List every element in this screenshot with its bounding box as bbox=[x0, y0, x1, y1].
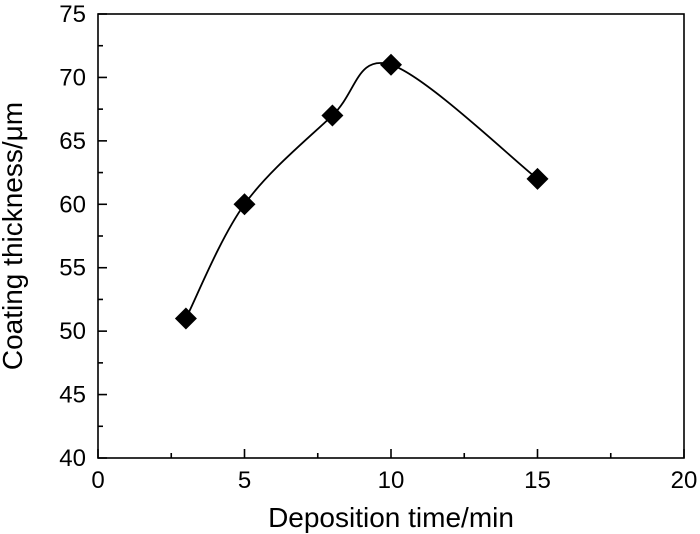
data-point-marker bbox=[174, 307, 197, 330]
x-tick-label: 20 bbox=[671, 467, 698, 494]
data-point-marker bbox=[526, 167, 549, 190]
x-tick-label: 0 bbox=[91, 467, 104, 494]
y-tick-label: 60 bbox=[59, 191, 86, 218]
y-tick-label: 75 bbox=[59, 1, 86, 28]
x-tick-label: 10 bbox=[378, 467, 405, 494]
data-point-marker bbox=[380, 53, 402, 76]
plot-area: 0 5 10 15 20 40 45 50 55 60 65 70 75 bbox=[59, 1, 697, 494]
series-line bbox=[185, 62, 539, 319]
y-axis-title: Coating thickness/μm bbox=[0, 102, 28, 370]
x-tick-label: 5 bbox=[238, 467, 251, 494]
y-tick-label: 70 bbox=[59, 64, 86, 91]
y-tick-label: 55 bbox=[59, 255, 86, 282]
data-point-marker bbox=[321, 104, 344, 127]
y-tick-label: 65 bbox=[59, 128, 86, 155]
data-point-marker bbox=[233, 193, 256, 216]
y-tick-label: 40 bbox=[59, 445, 86, 472]
y-tick-label: 45 bbox=[59, 382, 86, 409]
x-tick-label: 15 bbox=[524, 467, 551, 494]
y-tick-label: 50 bbox=[59, 318, 86, 345]
plot-frame bbox=[97, 13, 685, 459]
x-axis-title: Deposition time/min bbox=[268, 502, 514, 533]
